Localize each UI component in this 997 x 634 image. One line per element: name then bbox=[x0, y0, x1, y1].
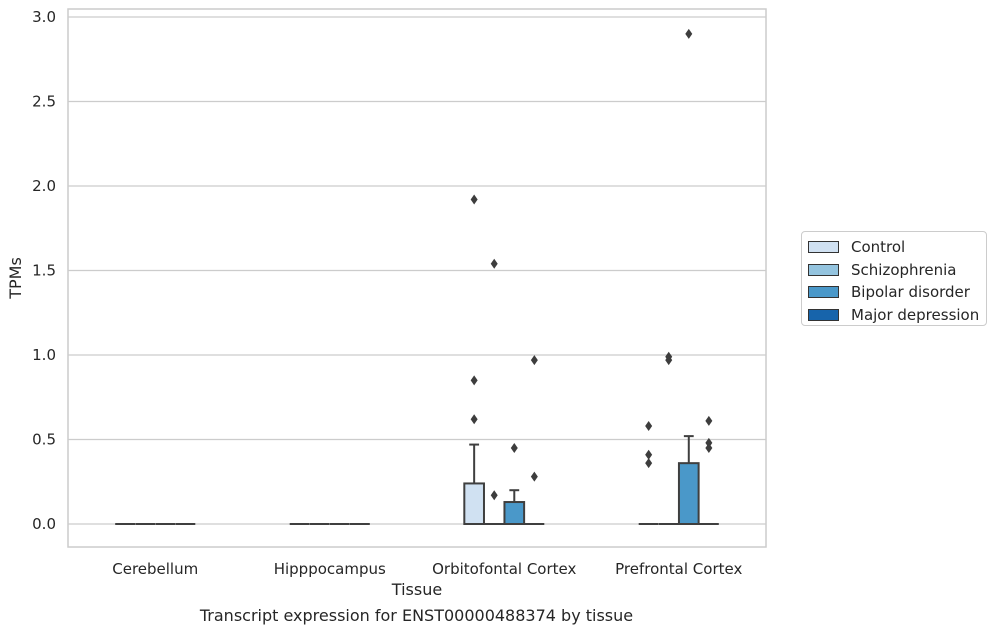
legend-item: Schizophrenia bbox=[808, 259, 986, 282]
legend-swatch bbox=[808, 241, 839, 254]
legend: Control Schizophrenia Bipolar disorder Majo… bbox=[801, 231, 987, 326]
box-plot bbox=[463, 194, 485, 526]
box-plot bbox=[677, 28, 700, 526]
y-tick-label: 0.5 bbox=[32, 431, 56, 449]
box-plot bbox=[484, 258, 505, 525]
y-tick-labels: 0.0 0.5 1.0 1.5 2.0 2.5 3.0 bbox=[32, 8, 56, 533]
legend-swatch bbox=[808, 308, 839, 321]
box bbox=[503, 501, 526, 525]
y-tick-label: 1.5 bbox=[32, 262, 56, 280]
y-tick-label: 3.0 bbox=[32, 8, 56, 26]
y-axis-label: TPMs bbox=[6, 257, 25, 300]
outlier-point bbox=[470, 414, 478, 425]
outlier-point bbox=[685, 28, 693, 39]
box-plot bbox=[638, 420, 659, 525]
legend-item: Control bbox=[808, 236, 986, 259]
chart-caption: Transcript expression for ENST0000048837… bbox=[199, 606, 634, 625]
outlier-point bbox=[705, 437, 713, 448]
outlier-point bbox=[705, 442, 713, 453]
legend-label: Major depression bbox=[851, 305, 980, 324]
legend-swatch bbox=[808, 263, 839, 276]
legend-swatch bbox=[808, 286, 839, 299]
outlier-point bbox=[490, 258, 498, 269]
plot-frame bbox=[67, 8, 767, 548]
x-tick-label: Prefrontal Cortex bbox=[615, 560, 742, 578]
x-tick-label: Orbitofontal Cortex bbox=[432, 560, 576, 578]
box-plot bbox=[658, 351, 679, 525]
outlier-point bbox=[645, 458, 653, 469]
x-tick-label: Hipppocampus bbox=[274, 560, 386, 578]
outlier-point bbox=[645, 449, 653, 460]
outlier-point bbox=[665, 351, 673, 362]
box bbox=[677, 462, 700, 526]
y-tick-label: 2.5 bbox=[32, 93, 56, 111]
outlier-point bbox=[490, 490, 498, 501]
x-tick-labels: Cerebellum Hipppocampus Orbitofontal Corte… bbox=[112, 560, 742, 578]
box-plot bbox=[699, 415, 719, 525]
outlier-point bbox=[470, 375, 478, 386]
box bbox=[463, 482, 485, 526]
legend-label: Schizophrenia bbox=[851, 260, 957, 279]
outlier-point bbox=[645, 420, 653, 431]
box-plot bbox=[503, 442, 526, 525]
outlier-point bbox=[530, 355, 538, 366]
outlier-point bbox=[705, 415, 713, 426]
legend-item: Bipolar disorder bbox=[808, 281, 986, 304]
x-tick-label: Cerebellum bbox=[112, 560, 198, 578]
grid-lines bbox=[68, 16, 766, 525]
y-tick-label: 2.0 bbox=[32, 177, 56, 195]
outlier-point bbox=[530, 471, 538, 482]
legend-label: Control bbox=[851, 238, 906, 257]
x-axis-label: Tissue bbox=[391, 580, 442, 599]
outlier-point bbox=[510, 442, 518, 453]
y-tick-label: 1.0 bbox=[32, 346, 56, 364]
box-plot bbox=[524, 355, 545, 525]
legend-label: Bipolar disorder bbox=[851, 283, 970, 302]
outlier-point bbox=[470, 194, 478, 205]
box-plots bbox=[115, 28, 719, 526]
y-tick-label: 0.0 bbox=[32, 515, 56, 533]
legend-item: Major depression bbox=[808, 304, 986, 327]
